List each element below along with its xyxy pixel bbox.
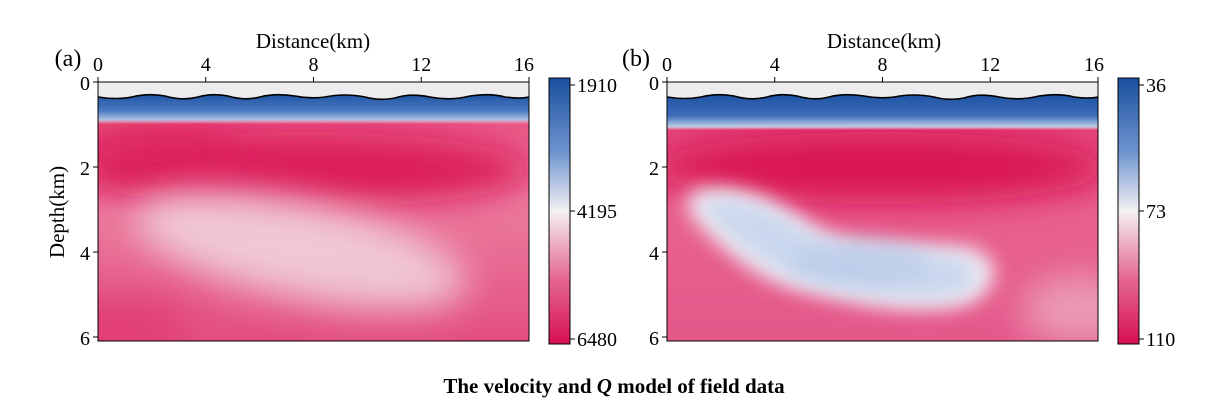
panel-a-surface-line bbox=[98, 93, 529, 101]
panel-a-velocity-image bbox=[98, 82, 529, 341]
panel-b-deep-right bbox=[1020, 275, 1098, 341]
panel-b-y-tick-label: 0 bbox=[649, 73, 659, 95]
panel-a-low-velocity-lens bbox=[133, 191, 467, 309]
panel-b-low-q-core bbox=[790, 240, 930, 284]
caption-text-end: model of field data bbox=[611, 374, 785, 398]
panel-a-colorbar-tick-label: 6480 bbox=[577, 329, 617, 351]
panel-b-weathered-layer bbox=[667, 94, 1098, 130]
panel-a-x-tick-label: 12 bbox=[411, 54, 431, 76]
panel-a-x-tick-label: 4 bbox=[201, 54, 211, 76]
panel-a-x-axis-title: Distance(km) bbox=[256, 29, 370, 53]
panel-b-y-ticks: 0 2 4 6 bbox=[649, 73, 667, 350]
panel-a-y-tick-label: 4 bbox=[80, 243, 90, 265]
panel-b-colorbar-tick-label: 73 bbox=[1146, 201, 1166, 223]
panel-b-x-tick-label: 12 bbox=[980, 54, 1000, 76]
panel-a-colorbar: 1910 4195 6480 bbox=[548, 75, 617, 351]
panel-a-high-velocity-left bbox=[98, 120, 240, 180]
figure-caption: The velocity and Q model of field data bbox=[0, 374, 1228, 399]
panel-b-x-tick-label: 4 bbox=[770, 54, 780, 76]
caption-q-symbol: Q bbox=[596, 374, 612, 398]
panel-a-y-axis-title: Depth(km) bbox=[45, 166, 69, 258]
panel-a-y-tick-label: 6 bbox=[80, 328, 90, 350]
panel-a-label: (a) bbox=[55, 46, 82, 72]
panel-a-x-tick-label: 0 bbox=[93, 54, 103, 76]
panel-b-y-tick-label: 6 bbox=[649, 328, 659, 350]
panel-b-colorbar: 36 73 110 bbox=[1117, 75, 1175, 351]
panel-b-colorbar-tick-label: 36 bbox=[1146, 75, 1166, 97]
panel-b-q-image bbox=[667, 82, 1098, 341]
panel-b-colorbar-tick-label: 110 bbox=[1146, 329, 1175, 351]
panel-b-x-tick-label: 8 bbox=[878, 54, 888, 76]
panel-a-colorbar-tick-label: 4195 bbox=[577, 201, 617, 223]
panel-b-x-tick-label: 16 bbox=[1084, 54, 1104, 76]
panel-b-surface-line bbox=[667, 93, 1098, 101]
panel-a-x-ticks: 0 4 8 12 16 bbox=[93, 54, 534, 82]
panel-a-y-tick-label: 0 bbox=[80, 73, 90, 95]
panel-a-x-tick-label: 8 bbox=[309, 54, 319, 76]
panel-b-y-tick-label: 2 bbox=[649, 158, 659, 180]
panel-a-colorbar-ramp bbox=[548, 77, 571, 345]
panel-b-y-tick-label: 4 bbox=[649, 243, 659, 265]
caption-text-start: The velocity and bbox=[443, 374, 597, 398]
panel-a-deep-left bbox=[98, 295, 190, 341]
figure-canvas: (a) Distance(km) Depth(km) 0 4 8 12 16 bbox=[45, 29, 1175, 351]
panel-a-colorbar-tick-label: 1910 bbox=[577, 75, 617, 97]
panel-a-x-tick-label: 16 bbox=[514, 54, 534, 76]
panel-b: (b) Distance(km) 0 4 8 12 16 bbox=[622, 29, 1175, 351]
panel-a-y-ticks: 0 2 4 6 bbox=[80, 73, 98, 350]
panel-b-x-axis-title: Distance(km) bbox=[827, 29, 941, 53]
panel-b-colorbar-ramp bbox=[1117, 77, 1140, 345]
panel-b-x-tick-label: 0 bbox=[662, 54, 672, 76]
panel-b-x-ticks: 0 4 8 12 16 bbox=[662, 54, 1104, 82]
panel-b-label: (b) bbox=[622, 46, 650, 72]
panel-b-high-q-band bbox=[667, 132, 1098, 204]
panel-a-y-tick-label: 2 bbox=[80, 158, 90, 180]
panel-a: (a) Distance(km) Depth(km) 0 4 8 12 16 bbox=[45, 29, 617, 351]
